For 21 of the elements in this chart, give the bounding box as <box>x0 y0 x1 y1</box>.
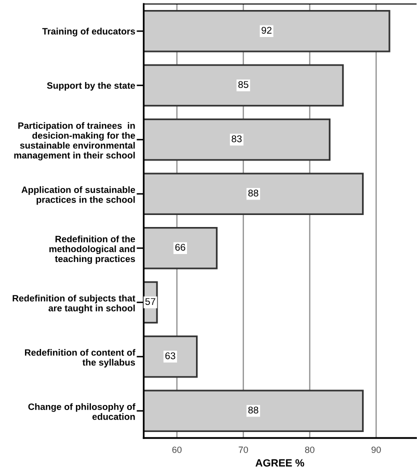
x-axis-title: AGREE % <box>256 459 304 467</box>
x-tick-label: 70 <box>238 446 248 453</box>
data-label: 88 <box>248 406 258 414</box>
y-tick-label: Change of philosophy of education <box>28 403 136 420</box>
x-tick-label: 80 <box>305 446 314 453</box>
data-label: 63 <box>165 352 176 360</box>
y-tick-label: Application of sustainable practices in the school <box>22 186 136 205</box>
data-label: 83 <box>232 135 242 142</box>
x-tick-label: 60 <box>172 446 182 453</box>
y-tick-label: Support by the state <box>47 82 136 91</box>
data-label: 66 <box>175 244 186 251</box>
x-tick-label: 90 <box>372 446 381 453</box>
y-tick-label: Redefinition of content of the syllabus <box>24 349 136 368</box>
y-tick-label: Redefinition of subjects that are taught in school <box>12 294 136 314</box>
data-label: 92 <box>262 26 272 34</box>
y-tick-label: Participation of trainees in desicion-making for the sustainable environmental management in their school <box>14 122 136 160</box>
y-tick-label: Redefinition of the methodological and teaching practices <box>49 236 136 264</box>
y-tick-label: Training of educators <box>42 28 135 36</box>
data-label: 85 <box>238 81 248 88</box>
data-label: 88 <box>248 190 258 196</box>
data-label: 57 <box>145 298 156 305</box>
